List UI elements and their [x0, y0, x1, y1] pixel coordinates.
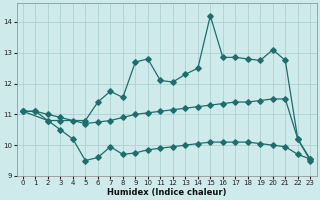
X-axis label: Humidex (Indice chaleur): Humidex (Indice chaleur): [107, 188, 226, 197]
